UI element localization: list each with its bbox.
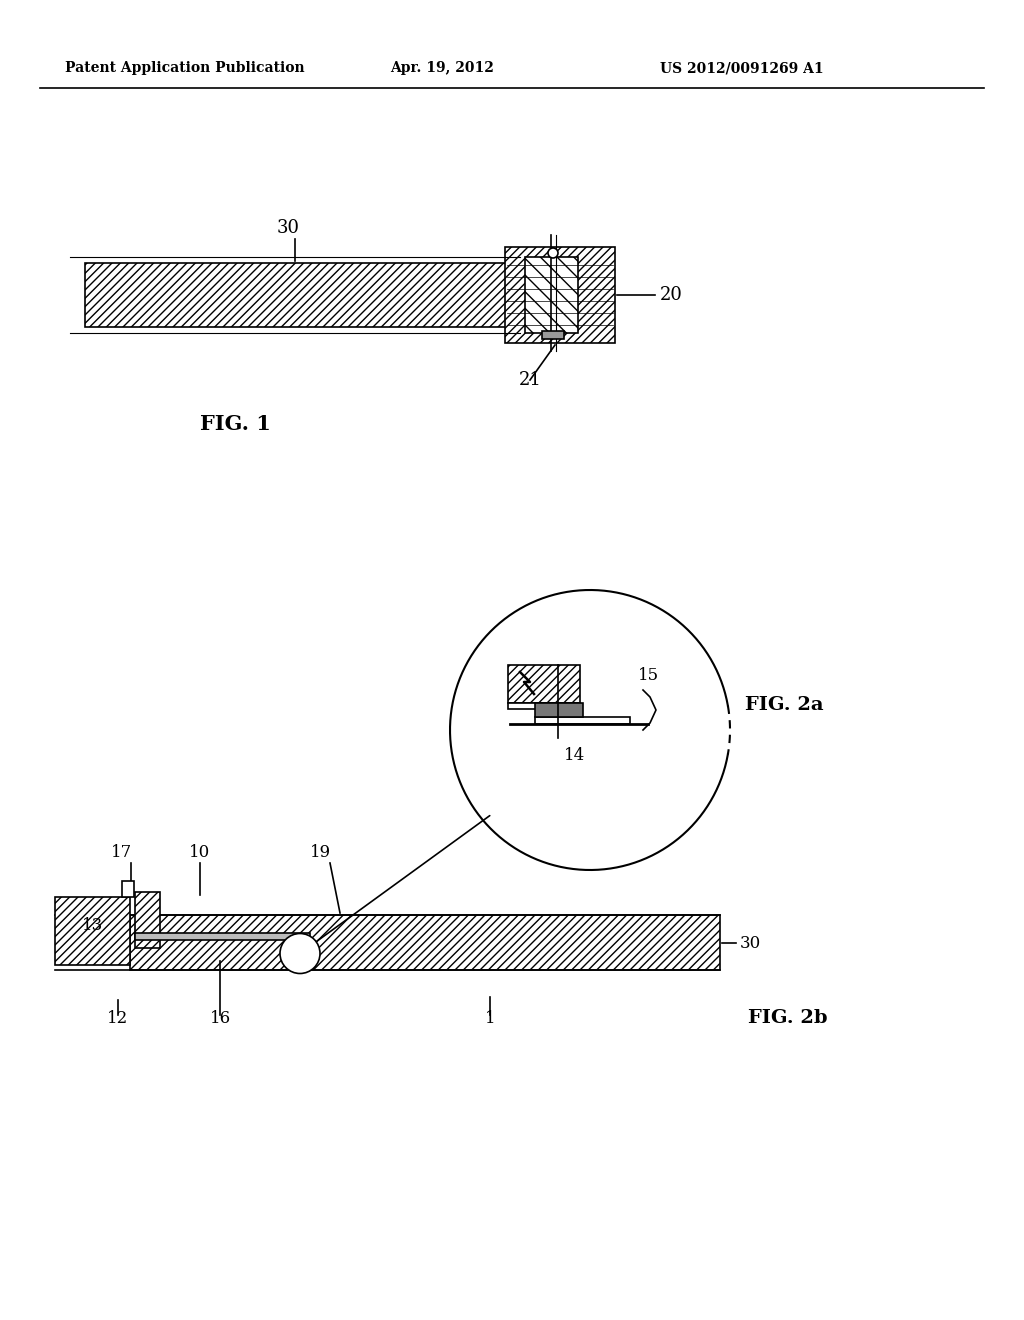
Text: 30: 30: [276, 219, 299, 238]
Bar: [542, 331, 564, 339]
Circle shape: [548, 248, 558, 257]
Text: 10: 10: [189, 843, 211, 861]
Bar: [85, 263, 520, 327]
Text: Apr. 19, 2012: Apr. 19, 2012: [390, 61, 494, 75]
Text: FIG. 2b: FIG. 2b: [748, 1008, 827, 1027]
Bar: [535, 704, 583, 717]
Text: 15: 15: [638, 667, 659, 684]
Bar: [135, 933, 310, 940]
Text: 12: 12: [108, 1010, 129, 1027]
Text: 19: 19: [309, 843, 331, 861]
Text: 17: 17: [112, 843, 133, 861]
Bar: [505, 247, 615, 343]
Text: Patent Application Publication: Patent Application Publication: [65, 61, 304, 75]
Text: 30: 30: [740, 935, 761, 952]
Bar: [535, 717, 630, 723]
Bar: [122, 880, 134, 898]
Text: 1: 1: [484, 1010, 496, 1027]
Text: 16: 16: [210, 1010, 230, 1027]
Bar: [508, 665, 580, 704]
Text: FIG. 2a: FIG. 2a: [745, 696, 823, 714]
Text: 21: 21: [518, 371, 542, 389]
Bar: [55, 898, 130, 965]
Bar: [135, 892, 160, 948]
Text: 20: 20: [660, 286, 683, 304]
Text: FIG. 1: FIG. 1: [200, 414, 270, 434]
Bar: [130, 915, 720, 970]
Text: US 2012/0091269 A1: US 2012/0091269 A1: [660, 61, 823, 75]
Bar: [508, 704, 580, 709]
Circle shape: [280, 933, 319, 974]
Text: 13: 13: [82, 917, 103, 935]
Text: 14: 14: [564, 747, 586, 763]
Bar: [525, 257, 578, 333]
